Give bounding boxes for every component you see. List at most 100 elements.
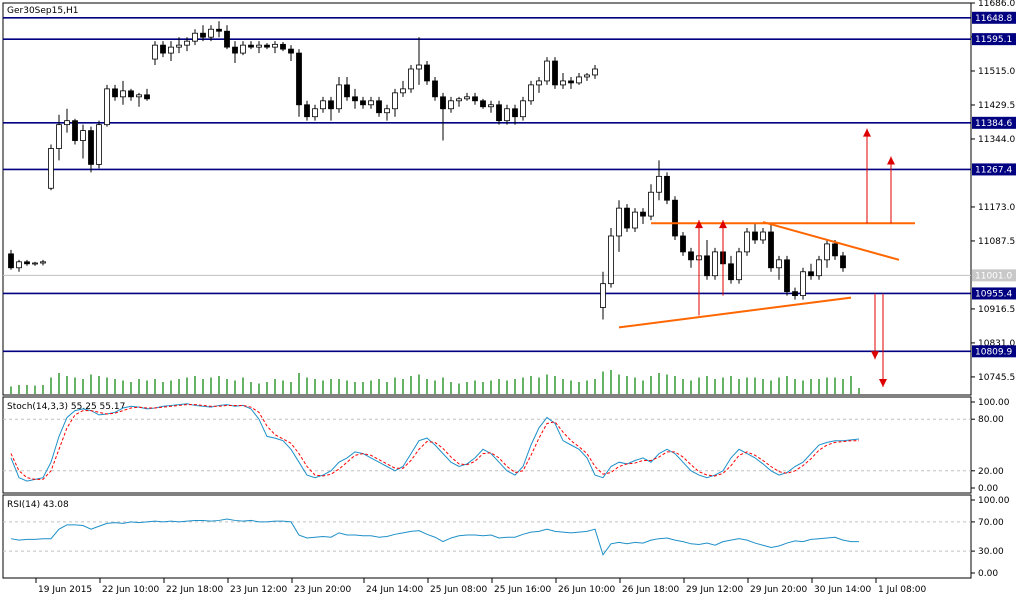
time-tick-label: 25 Jun 08:00 [430, 585, 487, 595]
candle-body [56, 124, 62, 149]
candle-body [152, 44, 158, 60]
pattern-lines [618, 221, 915, 329]
candle-body [656, 175, 662, 193]
candle-body [200, 32, 206, 38]
candle-body [160, 44, 166, 54]
level-label-bg [972, 345, 1016, 358]
candle-body [776, 259, 782, 269]
candle-body [40, 261, 46, 264]
candle-body [184, 40, 190, 46]
stoch-tick-label: 20.00 [978, 467, 1004, 477]
stochastic-lines: 100.00 80.00 20.00 0.00 [3, 398, 1010, 494]
candle-body [792, 291, 798, 297]
candle-body [736, 251, 742, 281]
candle-body [824, 243, 830, 261]
time-tick-label: 25 Jun 16:00 [494, 585, 551, 595]
price-axis: 11686.011601.011515.011429.511344.011173… [971, 0, 1015, 383]
candle-body [640, 211, 646, 217]
candle-body [384, 108, 390, 114]
rsi-tick-label: 30.00 [978, 547, 1004, 557]
rsi-tick-label: 0.00 [978, 569, 998, 579]
candle-body [584, 74, 590, 78]
stoch-tick-label: 100.00 [978, 398, 1010, 408]
candles [8, 21, 846, 320]
candle-body [560, 80, 566, 86]
candle-body [24, 261, 30, 265]
level-label: 10955.4 [975, 289, 1012, 299]
rsi-panel: RSI(14) 43.08 100.00 70.00 30.00 0.00 [2, 494, 1010, 579]
candle-body [664, 175, 670, 201]
candle-body [88, 130, 94, 165]
level-label-bg [972, 116, 1016, 129]
candle-body [568, 80, 574, 84]
time-axis: 19 Jun 2015 22 Jun 10:00 22 Jun 18:00 23 Ju… [35, 578, 927, 595]
price-tick-label: 11173.0 [978, 203, 1015, 213]
price-tick-label: 11087.5 [978, 237, 1015, 247]
candle-body [16, 261, 22, 269]
arrow-up-head [719, 220, 727, 229]
stoch-series-line [10, 403, 860, 482]
level-label-bg [972, 33, 1016, 46]
candle-body [272, 43, 278, 48]
time-tick-label: 23 Jun 12:00 [230, 585, 287, 595]
candle-body [472, 96, 478, 102]
candle-body [296, 52, 302, 106]
candle-body [72, 120, 78, 141]
time-tick-label: 24 Jun 14:00 [366, 585, 423, 595]
rsi-series-line [10, 518, 859, 556]
candle-body [96, 124, 102, 165]
candle-body [192, 32, 198, 42]
price-panel: Ger30Sep15,H1 11686.011601.011515.011429… [2, 0, 1016, 396]
price-tick-label: 10831.0 [978, 339, 1015, 349]
candle-body [280, 43, 286, 50]
candle-body [600, 283, 606, 308]
stoch-tick-label: 80.00 [978, 415, 1004, 425]
candle-body [840, 255, 846, 269]
candle-body [256, 44, 262, 48]
candle-body [616, 207, 622, 237]
candle-body [336, 84, 342, 110]
candle-body [488, 104, 494, 108]
candle-body [80, 130, 86, 141]
candle-body [456, 98, 462, 102]
level-label-bg [972, 163, 1016, 176]
rsi-tick-label: 70.00 [978, 518, 1004, 528]
candle-body [248, 44, 254, 48]
trend-line [762, 221, 900, 261]
candle-body [232, 46, 238, 54]
candle-body [320, 100, 326, 110]
arrow-up-head [887, 156, 895, 165]
candle-body [744, 231, 750, 253]
time-tick-label: 19 Jun 2015 [38, 585, 92, 595]
candle-body [176, 44, 182, 48]
candle-body [808, 271, 814, 277]
candle-body [416, 64, 422, 70]
candle-body [496, 104, 502, 122]
price-tick-label: 11429.5 [978, 101, 1015, 111]
candle-body [592, 68, 598, 76]
arrow-down-head [871, 351, 879, 360]
current-price-bg [972, 269, 1016, 282]
candle-body [544, 60, 550, 82]
arrow-up-head [695, 220, 703, 229]
candle-body [312, 108, 318, 118]
candle-body [104, 88, 110, 126]
candle-body [128, 90, 134, 98]
candle-body [120, 90, 126, 98]
level-label: 11648.8 [975, 14, 1012, 24]
price-panel-title: Ger30Sep15,H1 [7, 6, 78, 16]
candle-body [216, 28, 222, 32]
candle-body [832, 243, 838, 257]
time-tick-label: 23 Jun 20:00 [294, 585, 351, 595]
candle-body [728, 263, 734, 281]
candle-body [528, 84, 534, 102]
candle-body [760, 231, 766, 241]
candle-body [768, 231, 774, 269]
candle-body [424, 64, 430, 82]
candle-body [784, 259, 790, 293]
candle-body [552, 60, 558, 86]
level-label-bg [972, 11, 1016, 24]
time-tick-label: 30 Jun 14:00 [814, 585, 871, 595]
level-label: 11384.6 [975, 119, 1012, 129]
